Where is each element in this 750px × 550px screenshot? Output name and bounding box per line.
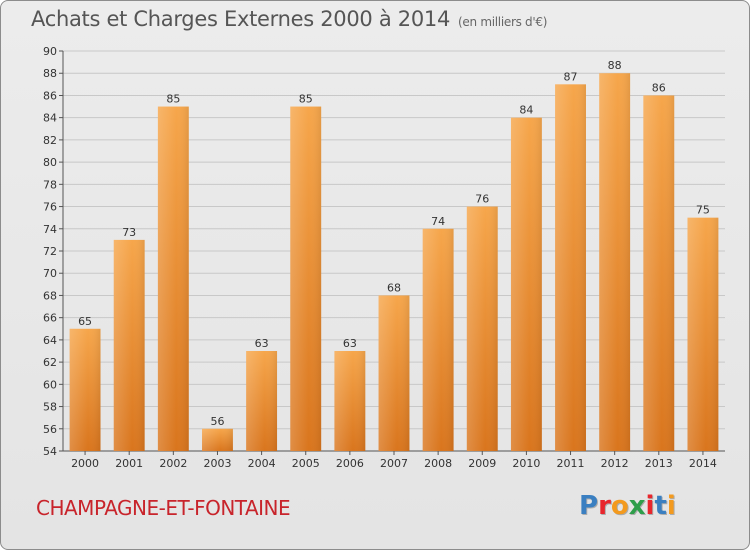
- y-tick-label: 62: [43, 356, 57, 369]
- bar-shading: [510, 117, 542, 452]
- bar-shading: [378, 295, 410, 451]
- y-tick-label: 68: [43, 289, 57, 302]
- y-tick-label: 86: [43, 89, 57, 102]
- value-label: 68: [387, 281, 401, 294]
- y-tick-label: 90: [43, 45, 57, 58]
- labels: 54 56 58 60 62 64 66 68 70 72 74 76 78 80 82 84 86 88 90 65…: [43, 45, 717, 470]
- y-tick-label: 82: [43, 134, 57, 147]
- y-tick-label: 66: [43, 312, 57, 325]
- logo-letter: x: [628, 491, 646, 521]
- logo-letter: o: [610, 491, 629, 521]
- x-tick-label: 2002: [159, 457, 187, 470]
- bar-shading: [69, 328, 101, 451]
- value-label: 85: [166, 93, 180, 106]
- y-tick-label: 84: [43, 112, 57, 125]
- y-tick-label: 88: [43, 67, 57, 80]
- title-unit: (en milliers d'€): [458, 15, 548, 29]
- value-label: 74: [431, 215, 445, 228]
- bar-shading: [334, 351, 366, 451]
- x-tick-label: 2013: [645, 457, 673, 470]
- x-tick-label: 2009: [468, 457, 496, 470]
- bar-shading: [687, 217, 719, 451]
- x-tick-label: 2001: [115, 457, 143, 470]
- y-tick-label: 64: [43, 334, 57, 347]
- x-tick-label: 2008: [424, 457, 452, 470]
- value-label: 75: [696, 204, 710, 217]
- logo-letter: i: [645, 491, 655, 521]
- title-text: Achats et Charges Externes 2000 à 2014: [31, 7, 451, 31]
- x-tick-label: 2007: [380, 457, 408, 470]
- commune-name: CHAMPAGNE-ET-FONTAINE: [36, 496, 291, 520]
- x-tick-label: 2011: [557, 457, 585, 470]
- logo-letter: t: [654, 491, 667, 521]
- y-tick-label: 76: [43, 201, 57, 214]
- bar-shading: [246, 351, 278, 451]
- proxiti-logo: Proxiti: [579, 491, 676, 521]
- x-tick-label: 2010: [512, 457, 540, 470]
- value-label: 63: [255, 337, 269, 350]
- y-tick-label: 56: [43, 423, 57, 436]
- x-tick-label: 2003: [203, 457, 231, 470]
- bar-shading: [113, 239, 145, 451]
- bar-shading: [599, 73, 631, 451]
- value-label: 76: [475, 193, 489, 206]
- x-tick-label: 2012: [601, 457, 629, 470]
- value-label: 56: [210, 415, 224, 428]
- bar-shading: [466, 206, 498, 451]
- y-tick-label: 72: [43, 245, 57, 258]
- y-tick-label: 78: [43, 178, 57, 191]
- x-tick-label: 2004: [248, 457, 276, 470]
- y-tick-label: 54: [43, 445, 57, 458]
- bar-shading: [202, 428, 233, 451]
- x-tick-label: 2005: [292, 457, 320, 470]
- chart-title: Achats et Charges Externes 2000 à 2014 (e…: [31, 7, 547, 31]
- bar-shading: [422, 228, 454, 451]
- y-tick-label: 80: [43, 156, 57, 169]
- value-label: 87: [564, 70, 578, 83]
- value-label: 73: [122, 226, 136, 239]
- logo-letter: P: [579, 491, 599, 521]
- value-label: 86: [652, 81, 666, 94]
- bar-shading: [290, 106, 322, 452]
- y-tick-label: 74: [43, 223, 57, 236]
- bar-shading: [555, 84, 586, 451]
- bar-shading: [157, 106, 189, 452]
- y-tick-label: 70: [43, 267, 57, 280]
- value-label: 88: [608, 59, 622, 72]
- y-tick-label: 58: [43, 401, 57, 414]
- x-tick-label: 2006: [336, 457, 364, 470]
- value-label: 84: [519, 104, 533, 117]
- bar-shading: [643, 95, 675, 451]
- bars: [69, 73, 719, 452]
- logo-letter: r: [598, 491, 611, 521]
- y-tick-label: 60: [43, 378, 57, 391]
- logo-letter: i: [666, 491, 676, 521]
- value-label: 63: [343, 337, 357, 350]
- x-tick-label: 2014: [689, 457, 717, 470]
- value-label: 65: [78, 315, 92, 328]
- value-label: 85: [299, 93, 313, 106]
- x-tick-label: 2000: [71, 457, 99, 470]
